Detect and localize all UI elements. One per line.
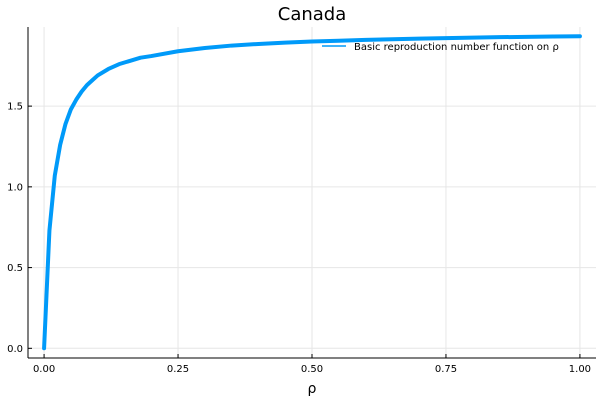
x-tick-label: 0.00 <box>33 364 55 375</box>
y-tick-label: 1.0 <box>7 182 23 193</box>
grid <box>28 27 596 358</box>
tick-labels: 0.00 0.25 0.50 0.75 1.00 0.0 0.5 1.0 1.5 <box>7 102 591 375</box>
x-tick-label: 0.75 <box>435 364 457 375</box>
y-tick-label: 1.5 <box>7 102 23 113</box>
x-tick-label: 0.50 <box>301 364 323 375</box>
x-tick-label: 1.00 <box>569 364 591 375</box>
series-line <box>42 34 582 351</box>
y-tick-label: 0.0 <box>7 344 23 355</box>
legend-label: Basic reproduction number function on ρ <box>354 42 559 53</box>
chart-title: Canada <box>278 4 347 25</box>
series <box>42 34 582 351</box>
legend: Basic reproduction number function on ρ <box>322 42 559 53</box>
x-axis-label: ρ <box>308 381 317 397</box>
y-tick-label: 0.5 <box>7 263 23 274</box>
x-tick-label: 0.25 <box>167 364 189 375</box>
